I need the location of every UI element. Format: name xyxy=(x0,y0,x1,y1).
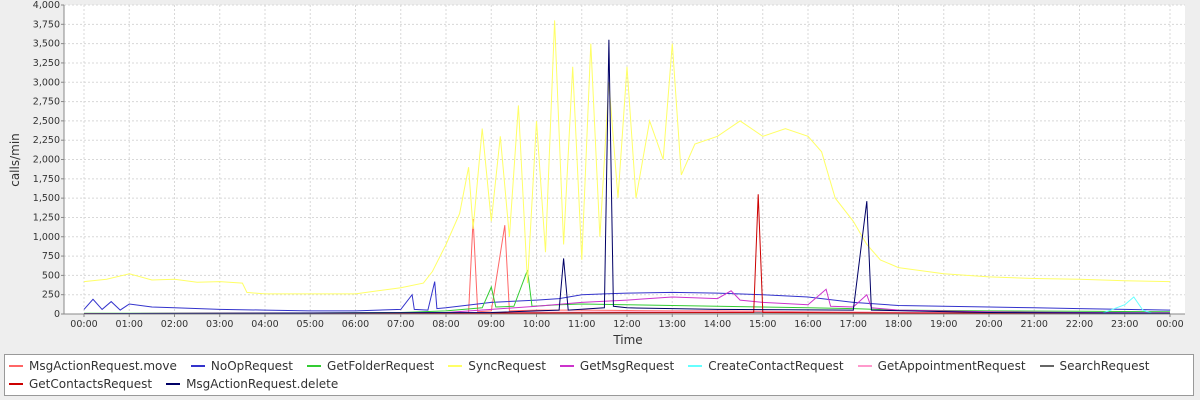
y-tick-label: 3,750 xyxy=(33,19,60,30)
x-tick-label: 19:00 xyxy=(930,319,957,330)
x-tick-label: 21:00 xyxy=(1021,319,1048,330)
legend-item: SearchRequest xyxy=(1039,357,1150,375)
x-tick-label: 23:00 xyxy=(1111,319,1138,330)
legend-swatch xyxy=(857,365,872,367)
legend-label: GetAppointmentRequest xyxy=(877,359,1026,373)
series-line-syncrequest xyxy=(83,20,1171,295)
legend-label: NoOpRequest xyxy=(210,359,294,373)
legend-label: GetContactsRequest xyxy=(29,377,153,391)
chart: 0 250 500 750 1,000 1,250 1,500 1,750 2,000 2,250… xyxy=(8,0,1185,347)
x-tick-label: 07:00 xyxy=(387,319,414,330)
x-tick-label: 02:00 xyxy=(161,319,188,330)
y-tick-label: 1,000 xyxy=(33,232,60,243)
legend-swatch xyxy=(190,365,205,367)
legend-label: MsgActionRequest.move xyxy=(29,359,177,373)
legend-item: GetFolderRequest xyxy=(307,357,434,375)
y-tick-label: 2,750 xyxy=(33,97,60,108)
x-tick-label: 08:00 xyxy=(432,319,459,330)
x-tick-label: 10:00 xyxy=(523,319,550,330)
x-axis-title: Time xyxy=(612,333,642,347)
x-tick-label: 15:00 xyxy=(749,319,776,330)
legend-swatch xyxy=(307,365,322,367)
x-tick-label: 09:00 xyxy=(478,319,505,330)
legend-item: SyncRequest xyxy=(448,357,546,375)
y-tick-label: 750 xyxy=(42,251,60,262)
y-axis-title: calls/min xyxy=(8,133,22,187)
series-line-getmsgrequest xyxy=(84,288,1171,315)
y-tick-label: 3,250 xyxy=(33,58,60,69)
series-line-msgactionrequest-delete xyxy=(83,39,1171,315)
legend-item: GetAppointmentRequest xyxy=(857,357,1026,375)
legend-item: GetContactsRequest xyxy=(9,375,152,393)
legend-label: SyncRequest xyxy=(468,359,546,373)
legend-item: NoOpRequest xyxy=(190,357,294,375)
x-tick-label: 13:00 xyxy=(659,319,686,330)
legend-label: GetFolderRequest xyxy=(327,359,435,373)
x-tick-label: 04:00 xyxy=(251,319,278,330)
x-tick-label: 03:00 xyxy=(206,319,233,330)
y-tick-label: 3,500 xyxy=(33,39,60,50)
series-line-nooprequest xyxy=(83,281,1171,312)
legend-swatch xyxy=(166,383,181,385)
y-ticks: 0 250 500 750 1,000 1,250 1,500 1,750 2,000 2,250… xyxy=(33,0,64,320)
legend-swatch xyxy=(688,365,703,367)
grid xyxy=(64,4,1185,314)
legend-swatch xyxy=(559,365,574,367)
y-tick-label: 1,750 xyxy=(33,174,60,185)
x-tick-label: 17:00 xyxy=(840,319,867,330)
y-tick-label: 2,500 xyxy=(33,116,60,127)
legend-item: CreateContactRequest xyxy=(688,357,844,375)
x-tick-label: 20:00 xyxy=(975,319,1002,330)
x-tick-label: 18:00 xyxy=(885,319,912,330)
y-tick-label: 500 xyxy=(42,270,60,281)
x-tick-label: 05:00 xyxy=(297,319,324,330)
legend-label: CreateContactRequest xyxy=(708,359,844,373)
series-line-getfolderrequest xyxy=(84,269,1171,314)
y-tick-label: 1,500 xyxy=(33,193,60,204)
legend-swatch xyxy=(448,365,463,367)
legend-label: GetMsgRequest xyxy=(579,359,675,373)
legend-item: MsgActionRequest.move xyxy=(9,357,177,375)
x-tick-label: 00:00 xyxy=(1156,319,1183,330)
legend-swatch xyxy=(9,365,23,367)
legend-item: GetMsgRequest xyxy=(559,357,675,375)
legend-label: MsgActionRequest.delete xyxy=(186,377,339,391)
y-tick-label: 3,000 xyxy=(33,77,60,88)
x-tick-label: 16:00 xyxy=(794,319,821,330)
x-tick-label: 12:00 xyxy=(613,319,640,330)
legend-label: SearchRequest xyxy=(1059,359,1150,373)
y-tick-label: 2,000 xyxy=(33,155,60,166)
legend-swatch xyxy=(1039,365,1054,367)
y-tick-label: 2,250 xyxy=(33,135,60,146)
x-tick-label: 11:00 xyxy=(568,319,595,330)
x-tick-label: 06:00 xyxy=(342,319,369,330)
legend: MsgActionRequest.move NoOpRequest GetFolde… xyxy=(4,354,1194,396)
x-tick-label: 00:00 xyxy=(70,319,97,330)
legend-swatch xyxy=(9,383,23,385)
x-tick-label: 14:00 xyxy=(704,319,731,330)
series-line-getcontactsrequest xyxy=(83,194,1171,315)
x-tick-label: 22:00 xyxy=(1066,319,1093,330)
legend-item: MsgActionRequest.delete xyxy=(166,375,338,393)
x-ticks: 00:00 01:00 02:00 03:00 04:00 05:00 06:00 07:00… xyxy=(70,314,1184,330)
y-tick-label: 250 xyxy=(42,290,60,301)
y-tick-label: 1,250 xyxy=(33,212,60,223)
x-tick-label: 01:00 xyxy=(116,319,143,330)
y-tick-label: 4,000 xyxy=(33,0,60,11)
y-tick-label: 0 xyxy=(54,309,60,320)
